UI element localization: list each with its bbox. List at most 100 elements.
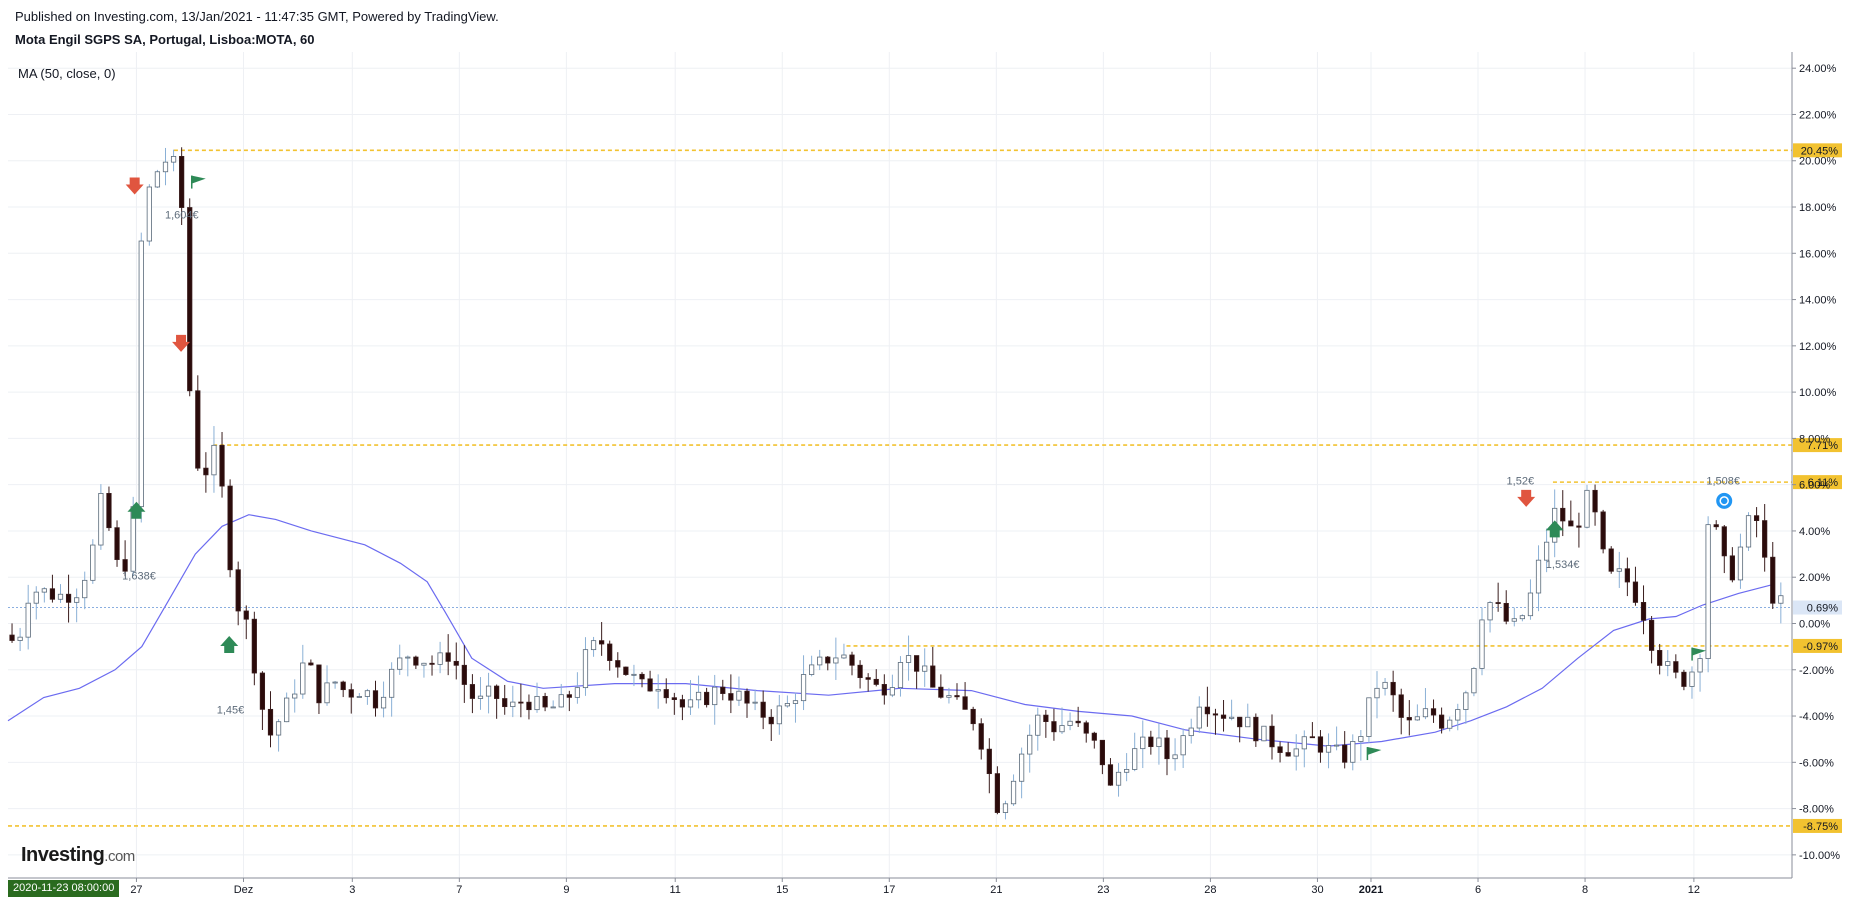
candle-up: [1196, 706, 1202, 729]
candle-up: [558, 694, 564, 708]
moving-average-line: [7, 514, 1775, 747]
candle-up: [582, 649, 589, 689]
candle-up: [1737, 546, 1744, 581]
candle-down: [195, 390, 201, 469]
candle-down: [461, 664, 467, 685]
candle-up: [631, 673, 637, 676]
candle-down: [235, 569, 241, 612]
chart-axes: 24.00% 22.00% 20.00% 18.00% 16.00% 14.00% 12.0…: [8, 52, 1840, 896]
candle-down: [259, 672, 266, 710]
candle-down: [599, 640, 605, 645]
y-tick-label: -2.00%: [1799, 665, 1834, 677]
candle-up: [170, 156, 177, 163]
candle-down: [348, 689, 354, 698]
candle-down: [615, 660, 621, 668]
candle-down: [1309, 736, 1315, 739]
candle-down: [1673, 661, 1679, 673]
candle-up: [1115, 771, 1122, 786]
candle-down: [930, 665, 936, 688]
y-tick-label: 0.00%: [1799, 618, 1830, 630]
candle-up: [1447, 719, 1453, 729]
candle-down: [526, 701, 532, 711]
level-label-bg: [1793, 475, 1842, 490]
price-annotation: 1,638€: [122, 571, 156, 583]
flag-icon: [1692, 647, 1707, 656]
candle-down: [639, 673, 645, 680]
candle-down: [469, 684, 476, 699]
candle-down: [203, 467, 209, 476]
candle-up: [1471, 667, 1477, 694]
x-tick-label: 28: [1204, 884, 1216, 896]
start-date-badge: 2020-11-23 08:00:00: [8, 880, 120, 897]
candle-down: [542, 695, 548, 708]
candle-up: [364, 690, 371, 697]
candle-up: [1180, 735, 1186, 756]
candle-down: [873, 678, 879, 685]
candle-down: [1220, 714, 1227, 719]
y-tick-label: -6.00%: [1799, 757, 1834, 769]
candle-up: [800, 674, 807, 702]
y-tick-label: 2.00%: [1799, 572, 1830, 584]
candle-down: [1632, 581, 1639, 603]
candle-up: [1188, 727, 1194, 737]
candle-down: [825, 656, 831, 664]
candle-up: [1543, 541, 1550, 561]
candle-up: [1229, 716, 1235, 719]
x-tick-label: 9: [563, 884, 569, 896]
candle-down: [954, 695, 960, 698]
candle-up: [695, 691, 702, 701]
horizontal-levels: 20.45% 7.71% 6.11% -0.97% -8.75% 0.69%: [8, 143, 1842, 833]
candle-up: [905, 655, 912, 663]
candle-up: [389, 668, 395, 698]
candle-up: [477, 695, 484, 699]
candle-down: [1317, 736, 1324, 753]
candle-up: [574, 687, 581, 698]
moving-average-layer: [7, 514, 1775, 747]
price-annotation: 1,52€: [1507, 476, 1535, 488]
candle-up: [284, 697, 290, 723]
candle-up: [57, 593, 64, 600]
candle-up: [300, 662, 306, 695]
candle-up: [1358, 736, 1364, 742]
candle-up: [1697, 658, 1703, 673]
candle-down: [1503, 602, 1509, 622]
candle-up: [1293, 748, 1299, 757]
candle-down: [106, 493, 112, 529]
candle-up: [889, 687, 895, 696]
candle-down: [938, 686, 944, 698]
candle-up: [590, 640, 597, 651]
candle-down: [1277, 746, 1283, 753]
candle-down: [914, 655, 920, 672]
candle-down: [372, 690, 379, 709]
candle-up: [1463, 692, 1469, 710]
candle-down: [962, 696, 968, 710]
candle-up: [146, 186, 152, 242]
candle-up: [1616, 568, 1622, 572]
buy-arrow-icon: [220, 636, 239, 653]
candle-up: [1172, 754, 1178, 760]
candle-down: [1075, 720, 1081, 724]
candle-down: [1204, 706, 1210, 715]
candle-up: [841, 654, 847, 659]
candle-down: [1495, 602, 1501, 604]
candle-up: [405, 656, 411, 659]
candle-up: [17, 636, 23, 641]
y-tick-label: 8.00%: [1799, 433, 1830, 445]
candle-down: [720, 686, 726, 694]
candle-down: [978, 723, 984, 750]
candle-down: [340, 681, 346, 691]
candle-down: [986, 748, 992, 775]
candle-down: [607, 643, 613, 661]
candle-up: [1027, 734, 1033, 755]
level-label: -0.97%: [1803, 641, 1838, 653]
candle-up: [98, 493, 104, 546]
candle-up: [1334, 744, 1340, 747]
candle-up: [332, 681, 338, 684]
candle-down: [1753, 515, 1760, 521]
buy-arrow-icon: [127, 501, 146, 519]
candle-down: [1406, 717, 1412, 721]
candle-up: [1010, 780, 1017, 805]
indicator-label[interactable]: MA (50, close, 0): [18, 66, 116, 81]
candle-down: [1237, 716, 1243, 728]
